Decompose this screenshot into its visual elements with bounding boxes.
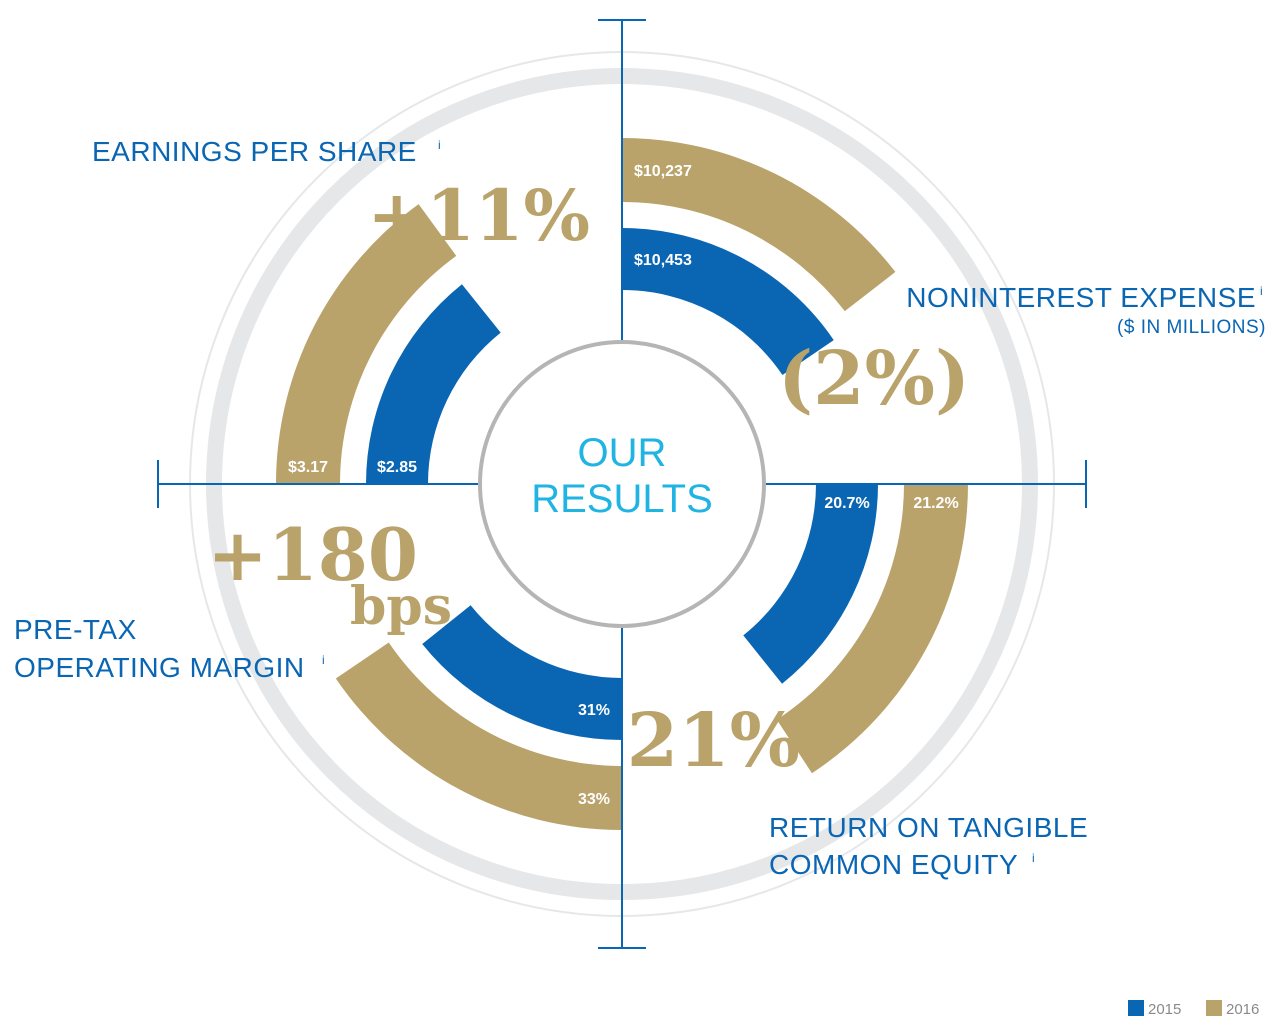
rotce-title-line1: RETURN ON TANGIBLE (769, 812, 1088, 843)
eps-title: EARNINGS PER SHARE (92, 136, 417, 167)
bars-group: $10,453 $10,237 20.7% 21.2% 31% 33% $2.85 $3.17 (276, 138, 968, 830)
pre-tax-operating-margin-bar-2015 (422, 605, 622, 740)
rotce-change: 21% (627, 698, 800, 784)
legend-swatch-2016 (1206, 1000, 1222, 1016)
earnings-per-share-label-2015: $2.85 (377, 459, 417, 476)
center-circle (478, 340, 766, 628)
ptom-change-value: +180 (207, 512, 418, 597)
pre-tax-operating-margin-label-2016: 33% (578, 791, 610, 808)
return-on-tangible-common-equity-label-2015: 20.7% (824, 495, 869, 512)
legend-label-2016: 2016 (1226, 1001, 1259, 1018)
eps-footnote: i (438, 138, 441, 152)
ptom-title-line1: PRE-TAX (14, 614, 137, 645)
nie-footnote: i (1260, 284, 1263, 298)
eps-change: +11% (367, 174, 590, 257)
earnings-per-share-bar-2015 (366, 284, 501, 484)
earnings-per-share-bar-2016 (276, 204, 457, 484)
nie-subtitle: ($ IN MILLIONS) (1117, 317, 1266, 338)
return-on-tangible-common-equity-bar-2016 (776, 484, 968, 774)
pre-tax-operating-margin-label-2015: 31% (578, 702, 610, 719)
noninterest-expense-label-2015: $10,453 (634, 252, 692, 269)
center-label-line2: RESULTS (531, 477, 713, 521)
rotce-footnote: i (1032, 851, 1035, 865)
return-on-tangible-common-equity-label-2016: 21.2% (913, 495, 958, 512)
noninterest-expense-label-2016: $10,237 (634, 163, 692, 180)
ptom-change-unit: bps (350, 576, 452, 637)
noninterest-expense-bar-2016 (622, 138, 896, 312)
legend-swatch-2015 (1128, 1000, 1144, 1016)
rotce-title-line2: COMMON EQUITY (769, 849, 1018, 880)
pre-tax-operating-margin-bar-2016 (335, 642, 622, 830)
axes (157, 19, 1087, 949)
ptom-title-line2: OPERATING MARGIN (14, 652, 305, 683)
nie-title: NONINTEREST EXPENSE (906, 282, 1256, 313)
return-on-tangible-common-equity-bar-2015 (743, 484, 878, 684)
center-label-line1: OUR (578, 431, 667, 475)
ptom-footnote: i (322, 653, 325, 667)
noninterest-expense-bar-2015 (622, 228, 834, 375)
legend: 2015 2016 (1128, 1000, 1259, 1018)
legend-label-2015: 2015 (1148, 1001, 1181, 1018)
nie-change: (2%) (778, 336, 970, 422)
earnings-per-share-label-2016: $3.17 (288, 459, 328, 476)
